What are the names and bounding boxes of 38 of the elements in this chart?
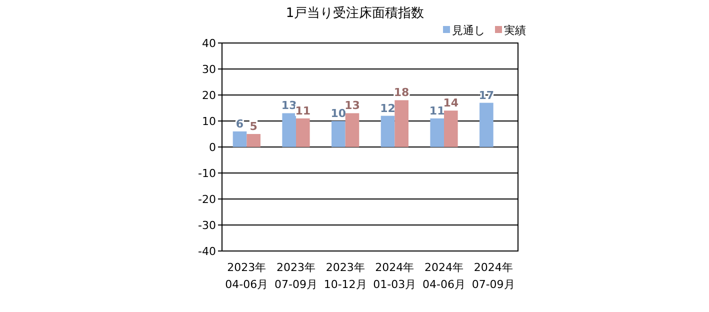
y-tick-label: 20 <box>202 89 216 102</box>
y-tick-label: 0 <box>209 141 216 154</box>
bar <box>282 113 296 147</box>
x-tick-label: 2024年 07-09月 <box>472 261 515 291</box>
y-tick-label: -30 <box>198 219 216 232</box>
data-label: 11 <box>429 104 445 118</box>
data-label: 14 <box>443 96 459 110</box>
x-tick-label: 2024年 04-06月 <box>422 261 466 291</box>
y-tick-label: 30 <box>202 63 216 76</box>
data-label: 10 <box>330 107 346 120</box>
y-tick-label: -20 <box>198 193 216 206</box>
data-label: 13 <box>344 99 360 112</box>
legend-label: 見通し <box>452 24 485 37</box>
data-label: 12 <box>380 102 396 115</box>
bar <box>480 102 494 147</box>
x-tick-label: 2023年 10-12月 <box>324 261 367 291</box>
bar <box>380 116 395 147</box>
x-tick-label: 2023年 07-09月 <box>274 261 318 291</box>
bar <box>394 100 408 147</box>
bar <box>296 118 310 147</box>
data-label: 5 <box>250 120 258 133</box>
y-tick-label: 40 <box>202 37 216 50</box>
data-label: 6 <box>236 117 244 130</box>
chart-title: 1戸当り受注床面積指数 <box>286 6 424 21</box>
y-tick-label: -10 <box>198 167 216 180</box>
legend-label: 実績 <box>504 24 526 37</box>
x-tick-label: 2023年 04-06月 <box>225 261 268 291</box>
x-tick-label: 2024年 01-03月 <box>373 261 416 291</box>
bar <box>332 121 346 147</box>
data-label: 11 <box>295 104 311 118</box>
bar <box>444 110 458 147</box>
bar <box>430 118 444 147</box>
y-tick-label: 10 <box>202 115 216 128</box>
y-tick-label: -40 <box>198 245 216 258</box>
bar <box>345 113 360 147</box>
bar <box>232 131 247 147</box>
bar <box>246 134 260 147</box>
data-label: 13 <box>281 99 297 112</box>
